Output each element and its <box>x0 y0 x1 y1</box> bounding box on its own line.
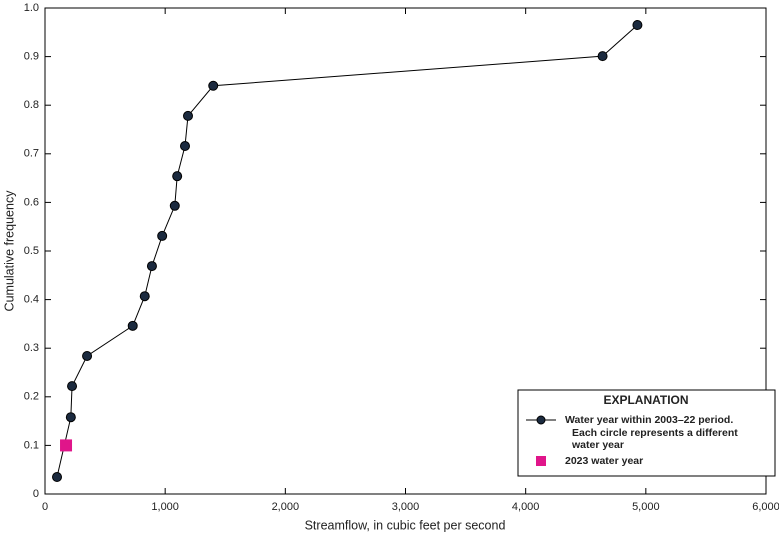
y-tick-label: 0.1 <box>24 439 39 451</box>
x-tick-label: 2,000 <box>272 501 300 513</box>
legend-swatch <box>536 415 546 425</box>
y-axis-label: Cumulative frequency <box>2 190 16 312</box>
x-axis-label: Streamflow, in cubic feet per second <box>305 518 506 532</box>
point <box>60 439 73 452</box>
point <box>169 200 180 211</box>
y-tick-label: 0.3 <box>24 342 39 354</box>
point <box>597 51 608 62</box>
y-tick-label: 1.0 <box>24 2 39 14</box>
legend-swatch <box>536 456 546 466</box>
y-tick-label: 0.7 <box>24 148 39 160</box>
point <box>127 320 138 331</box>
y-tick-label: 0.8 <box>24 99 39 111</box>
y-tick-label: 0 <box>33 488 39 500</box>
y-tick-label: 0.9 <box>24 51 39 63</box>
x-tick-label: 3,000 <box>392 501 420 513</box>
y-tick-label: 0.5 <box>24 245 39 257</box>
point <box>146 261 157 272</box>
point <box>82 350 93 361</box>
point <box>172 171 183 182</box>
point <box>208 80 219 91</box>
point <box>157 230 168 241</box>
legend-label: Water year within 2003–22 period. <box>565 414 733 426</box>
x-tick-label: 0 <box>42 501 48 513</box>
y-tick-label: 0.4 <box>24 294 39 306</box>
x-tick-label: 4,000 <box>512 501 540 513</box>
x-tick-label: 6,000 <box>752 501 779 513</box>
legend-label: 2023 water year <box>565 455 643 467</box>
legend-note: Each circle represents a different <box>572 427 738 439</box>
point <box>632 20 643 31</box>
x-tick-label: 1,000 <box>151 501 179 513</box>
y-tick-label: 0.6 <box>24 196 39 208</box>
x-tick-label: 5,000 <box>632 501 660 513</box>
legend-title: EXPLANATION <box>603 393 688 407</box>
point <box>52 471 63 482</box>
y-tick-label: 0.2 <box>24 391 39 403</box>
legend-note: water year <box>571 439 624 451</box>
point <box>67 381 78 392</box>
point <box>179 141 190 152</box>
point <box>139 291 150 302</box>
point <box>65 412 76 423</box>
point <box>182 110 193 121</box>
legend-box <box>517 389 776 477</box>
